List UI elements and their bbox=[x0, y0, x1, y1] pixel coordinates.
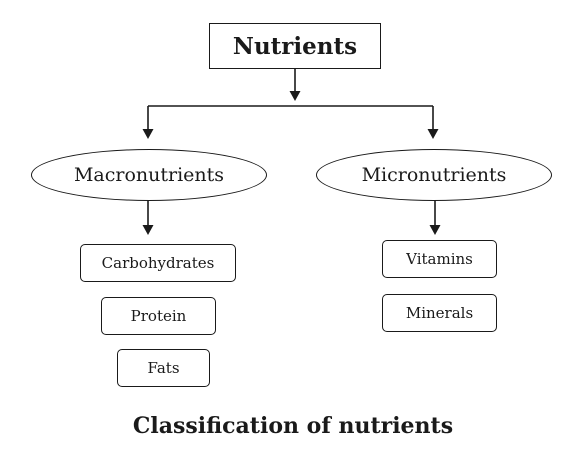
item-node-protein: Protein bbox=[101, 297, 216, 335]
root-node-nutrients: Nutrients bbox=[209, 23, 381, 69]
diagram-caption: Classification of nutrients bbox=[132, 413, 454, 439]
category-node-micronutrients: Micronutrients bbox=[316, 149, 552, 201]
arrowhead-macro-items bbox=[142, 225, 154, 235]
item-node-minerals: Minerals bbox=[382, 294, 497, 332]
arrowhead-micro-items bbox=[429, 225, 441, 235]
arrowhead-macronutrients bbox=[142, 129, 154, 139]
item-node-carbohydrates: Carbohydrates bbox=[80, 244, 236, 282]
category-node-macronutrients: Macronutrients bbox=[31, 149, 267, 201]
arrowhead-root bbox=[289, 91, 301, 101]
item-node-fats: Fats bbox=[117, 349, 210, 387]
arrowhead-micronutrients bbox=[427, 129, 439, 139]
item-node-vitamins: Vitamins bbox=[382, 240, 497, 278]
